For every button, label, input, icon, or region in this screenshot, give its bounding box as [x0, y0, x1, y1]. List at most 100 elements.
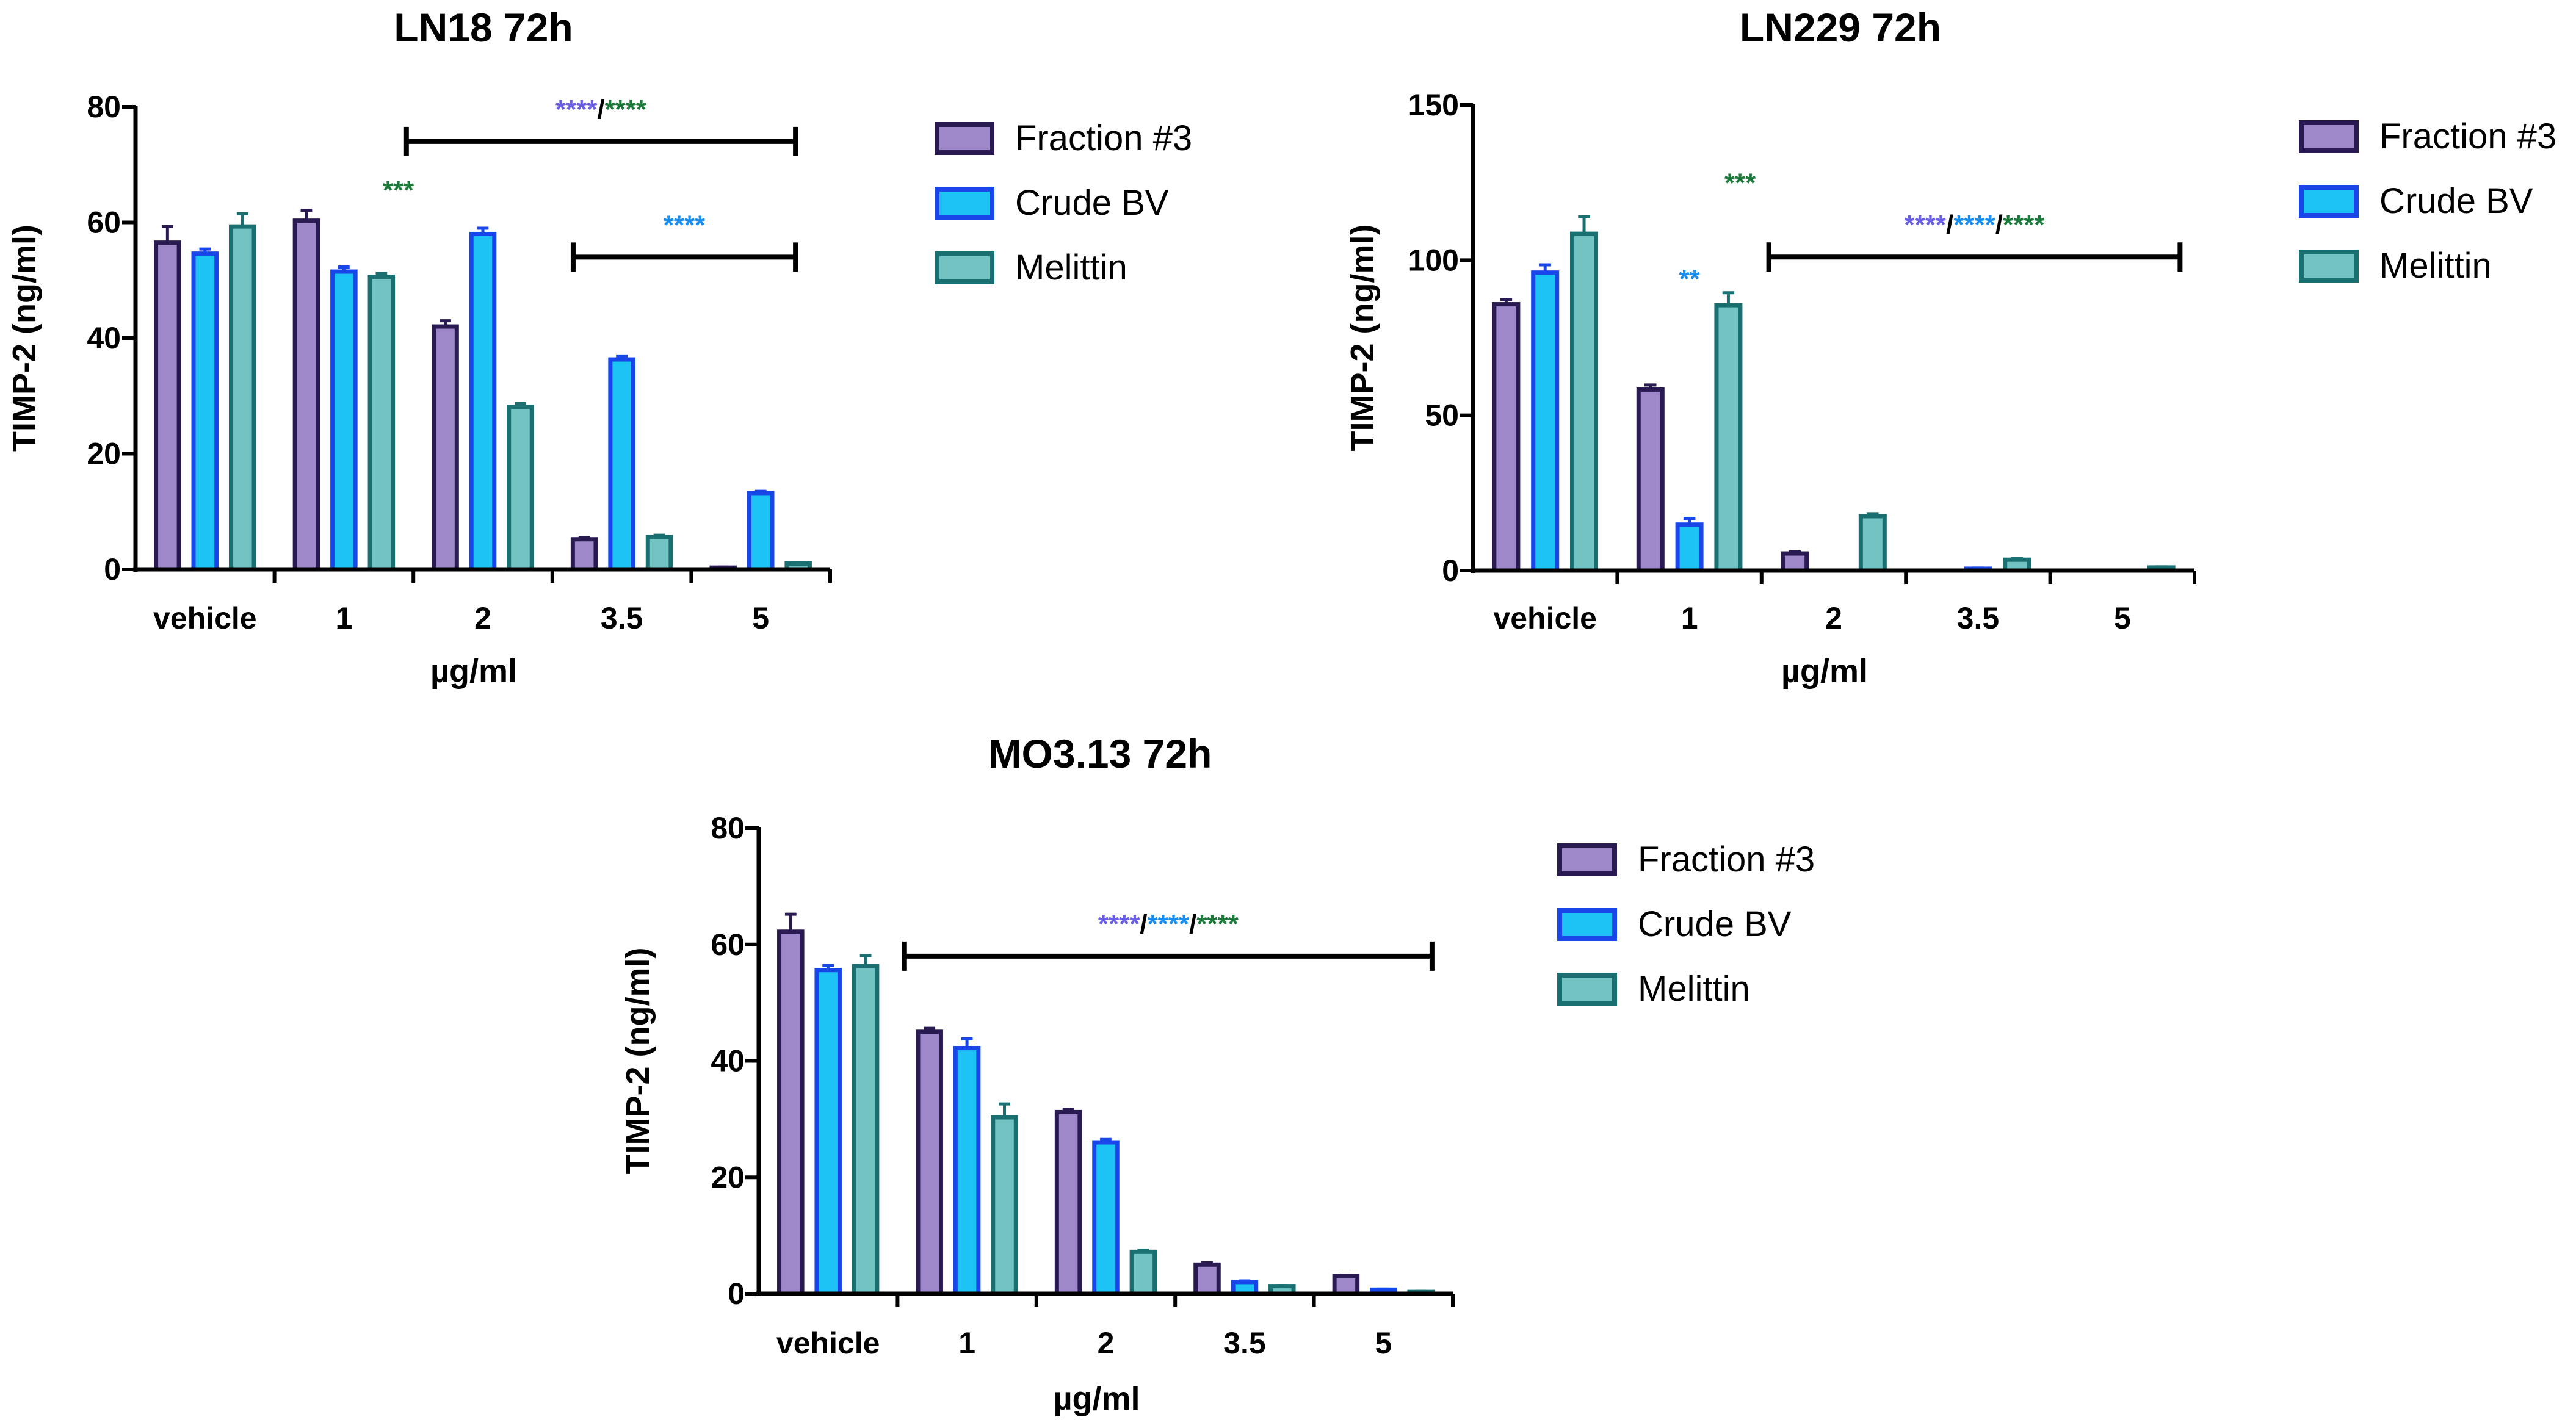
legend-swatch	[2299, 250, 2359, 283]
x-axis-label: µg/ml	[1781, 653, 1868, 690]
y-tick-label: 80	[711, 811, 745, 845]
x-tick-label: vehicle	[1493, 601, 1597, 635]
x-tick-label: 3.5	[1957, 601, 2000, 635]
bar-fraction-3-1	[292, 218, 320, 572]
bar-melittin-2	[507, 405, 534, 572]
y-tick-label: 0	[1442, 553, 1459, 588]
legend-swatch	[1557, 908, 1617, 941]
x-axis-label: µg/ml	[430, 653, 517, 690]
y-axis-label: TIMP-2 (ng/ml)	[6, 225, 43, 452]
bar-fraction-3-5	[1332, 1274, 1360, 1296]
chart-panel-1: LN18 72h 0 20 40 60 80 vehicle 1 2 3.5 5 µg/ml TIMP-…	[6, 5, 1192, 690]
legend-label: Fraction #3	[1015, 118, 1192, 158]
x-tick-label: 5	[752, 601, 769, 635]
y-tick-label: 150	[1408, 88, 1459, 122]
sig-part: ***	[383, 176, 414, 206]
sig-part: ****	[2003, 210, 2045, 240]
legend-label: Fraction #3	[2379, 117, 2556, 156]
bar-melittin-2	[1858, 514, 1887, 573]
y-axis-label: TIMP-2 (ng/ml)	[1344, 225, 1381, 452]
y-tick-label: 20	[87, 437, 121, 471]
y-tick-label: 0	[104, 552, 121, 586]
bar-crude-bv-1	[953, 1046, 981, 1296]
bar-melittin-1	[367, 275, 396, 572]
x-tick-label: 1	[958, 1326, 975, 1360]
bar-fraction-3-2	[432, 324, 459, 572]
bar-crude-bv-1	[1675, 522, 1704, 573]
sig-part: ****	[1196, 909, 1239, 939]
significance-label: ***	[1724, 168, 1756, 198]
bar-fraction-3-vehicle	[1492, 302, 1521, 573]
bar-fraction-3-3.5	[570, 537, 598, 572]
bar-crude-bv-vehicle	[1531, 270, 1560, 573]
x-tick-label: 2	[474, 601, 491, 635]
bar-crude-bv-vehicle	[191, 251, 219, 572]
y-tick-label: 40	[711, 1044, 745, 1078]
x-tick-label: 1	[335, 601, 352, 635]
x-tick-label: 3.5	[601, 601, 643, 635]
bar-melittin-vehicle	[852, 964, 880, 1296]
legend-swatch	[935, 187, 994, 220]
legend-swatch	[1557, 973, 1617, 1006]
x-axis-label: µg/ml	[1053, 1380, 1140, 1417]
sig-part: /	[1946, 210, 1953, 240]
legend-swatch	[1557, 843, 1617, 876]
y-tick-label: 60	[87, 206, 121, 240]
sig-part: **	[1679, 264, 1700, 294]
bar-fraction-3-3.5	[1193, 1262, 1221, 1296]
x-tick-label: 3.5	[1223, 1326, 1266, 1360]
legend-swatch	[935, 122, 994, 155]
legend-label: Melittin	[1638, 969, 1750, 1009]
chart-panel-3: MO3.13 72h 0 20 40 60 80 vehicle 1 2 3.5 5 µg/ml TIM…	[620, 731, 1815, 1417]
legend-label: Crude BV	[1015, 183, 1169, 223]
sig-part: /	[1995, 210, 2003, 240]
y-axis-label: TIMP-2 (ng/ml)	[620, 948, 656, 1175]
significance-label: ****/****/****	[1905, 210, 2046, 240]
bar-melittin-vehicle	[228, 224, 256, 572]
sig-part: ****	[605, 95, 647, 124]
sig-part: /	[1189, 909, 1196, 939]
y-tick-label: 40	[87, 321, 121, 355]
sig-part: ****	[1098, 909, 1140, 939]
y-tick-label: 0	[728, 1277, 745, 1311]
bar-fraction-3-1	[916, 1029, 943, 1296]
significance-label: ****	[664, 210, 706, 240]
y-tick-label: 100	[1408, 243, 1459, 277]
legend-swatch	[935, 251, 994, 284]
sig-part: ****	[1905, 210, 1947, 240]
significance-label: ****/****/****	[1098, 909, 1239, 939]
y-tick-label: 20	[711, 1160, 745, 1194]
x-tick-label: 2	[1098, 1326, 1115, 1360]
legend-label: Melittin	[1015, 248, 1127, 287]
legend-label: Fraction #3	[1638, 840, 1815, 879]
significance-label: ***	[383, 176, 414, 206]
significance-label: **	[1679, 264, 1700, 294]
significance-label: ****/****	[555, 95, 647, 124]
x-tick-label: 5	[2114, 601, 2131, 635]
bar-melittin-3.5	[645, 535, 673, 572]
x-tick-label: 2	[1825, 601, 1842, 635]
bar-fraction-3-vehicle	[154, 240, 181, 572]
bar-melittin-vehicle	[1570, 231, 1599, 573]
x-tick-label: vehicle	[776, 1326, 880, 1360]
bar-crude-bv-1	[330, 269, 358, 572]
bar-melittin-2	[1129, 1249, 1157, 1296]
x-tick-label: 1	[1681, 601, 1698, 635]
chart-title: LN229 72h	[1740, 5, 1941, 50]
x-tick-label: 5	[1375, 1326, 1392, 1360]
legend-label: Crude BV	[1638, 904, 1792, 944]
bar-crude-bv-2	[469, 231, 497, 572]
legend-label: Crude BV	[2379, 181, 2533, 221]
sig-part: ****	[664, 210, 706, 240]
bar-melittin-1	[991, 1115, 1018, 1296]
y-tick-label: 50	[1425, 398, 1459, 433]
bar-fraction-3-vehicle	[777, 929, 805, 1296]
sig-part: ****	[1148, 909, 1190, 939]
y-tick-label: 80	[87, 90, 121, 124]
bar-crude-bv-5	[747, 491, 775, 572]
sig-part: /	[597, 95, 604, 124]
chart-title: LN18 72h	[394, 5, 573, 50]
sig-part: ****	[555, 95, 598, 124]
bar-fraction-3-1	[1636, 387, 1665, 573]
legend-label: Melittin	[2379, 246, 2492, 286]
